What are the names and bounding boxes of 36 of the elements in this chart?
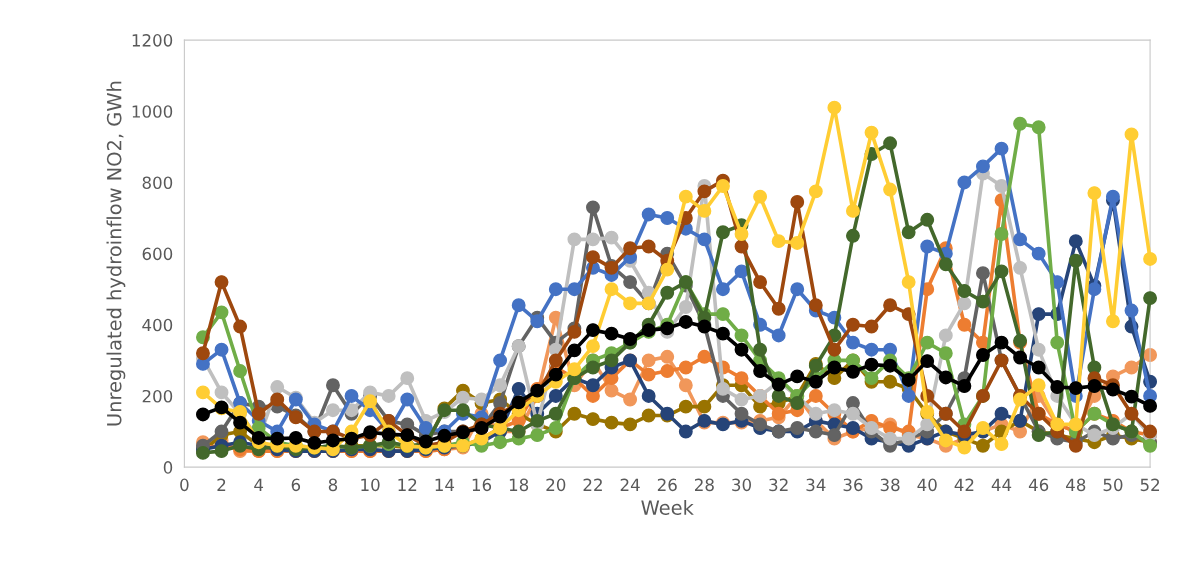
x-tick-label: 48 [1066, 478, 1086, 492]
y-axis-title: Unregulated hydroinflow NO2, GWh [106, 81, 126, 426]
y-tick-label: 600 [142, 247, 173, 261]
x-tick-label: 40 [917, 478, 937, 492]
y-tick-label: 0 [163, 461, 173, 474]
x-tick-label: 52 [1140, 478, 1160, 492]
x-tick-label: 30 [732, 478, 752, 492]
x-tick-label: 42 [954, 478, 974, 491]
x-tick-label: 14 [435, 478, 455, 491]
y-tick-label: 800 [142, 176, 173, 189]
x-tick-label: 22 [583, 478, 602, 491]
x-tick-label: 24 [620, 478, 640, 491]
x-tick-label: 34 [806, 478, 826, 492]
x-tick-label: 12 [398, 478, 417, 491]
x-axis-title: Week [641, 499, 694, 515]
x-tick-label: 38 [880, 478, 900, 492]
y-tick-label: 1000 [132, 105, 173, 118]
x-tick-label: 10 [361, 478, 380, 492]
x-tick-label: 46 [1028, 478, 1049, 492]
x-tick-label: 6 [291, 478, 301, 492]
x-tick-label: 8 [328, 478, 338, 492]
x-tick-label: 0 [180, 478, 189, 492]
y-tick-label: 1200 [132, 34, 173, 47]
y-tick-label: 200 [142, 389, 173, 403]
y-tick-label: 400 [142, 318, 173, 332]
x-tick-label: 32 [769, 478, 788, 492]
x-tick-label: 36 [843, 478, 863, 492]
x-tick-label: 50 [1103, 478, 1123, 492]
x-tick-label: 44 [991, 478, 1012, 491]
x-tick-label: 18 [509, 478, 529, 492]
x-tick-label: 20 [546, 478, 566, 492]
x-tick-label: 28 [695, 478, 714, 492]
x-tick-label: 26 [657, 478, 677, 492]
x-tick-label: 2 [217, 478, 226, 491]
x-tick-label: 4 [254, 478, 264, 491]
x-tick-label: 16 [472, 478, 492, 492]
